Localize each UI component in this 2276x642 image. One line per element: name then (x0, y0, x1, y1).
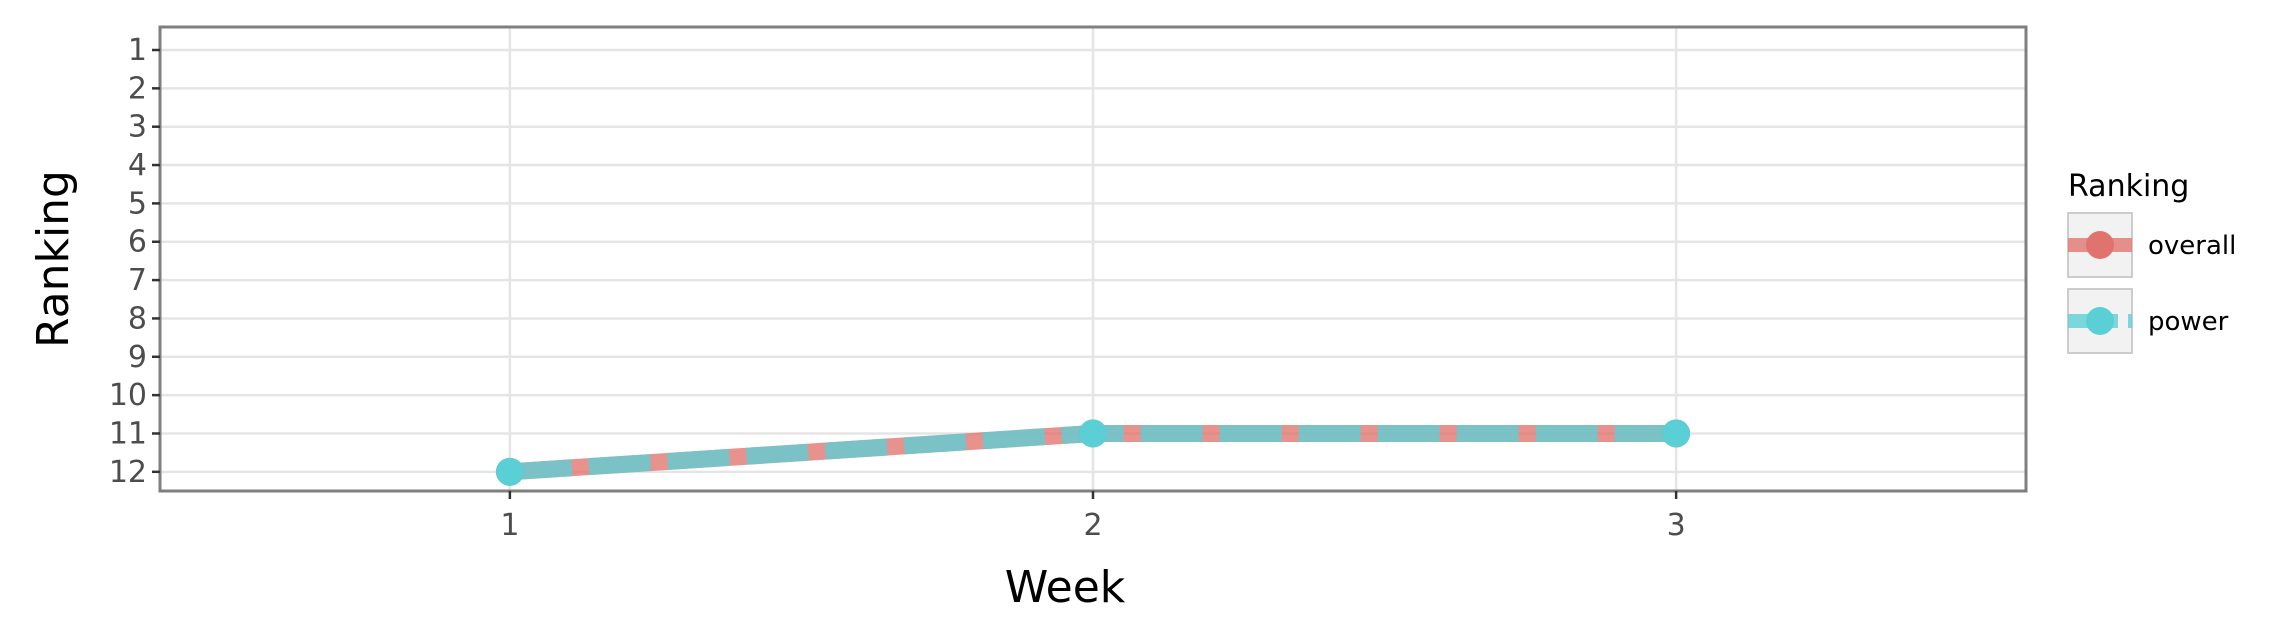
legend-label-power: power (2148, 307, 2229, 337)
y-axis-title: Ranking (28, 170, 79, 348)
x-tick-label: 1 (500, 508, 519, 543)
y-tick-label: 12 (109, 455, 147, 490)
x-gridlines (508, 27, 1678, 491)
x-tick-label: 3 (1667, 508, 1686, 543)
legend-point-power (2086, 307, 2114, 335)
data-point-power (495, 457, 524, 486)
y-tick-label: 8 (128, 301, 147, 336)
y-tick-label: 6 (128, 225, 147, 260)
data-point-power (1662, 419, 1691, 448)
data-point-power (1079, 419, 1107, 448)
y-tick-label: 4 (128, 148, 147, 183)
x-axis: 1 2 3 (500, 491, 1686, 543)
y-tick-label: 1 (128, 33, 147, 68)
legend-point-overall (2086, 231, 2114, 259)
legend-title: Ranking (2068, 169, 2189, 204)
y-tick-label: 11 (109, 416, 147, 451)
y-tick-label: 10 (109, 378, 147, 413)
y-tick-label: 2 (128, 71, 147, 106)
y-tick-label: 9 (128, 340, 147, 375)
y-tick-label: 3 (128, 110, 147, 145)
series-layer (495, 419, 1691, 486)
y-tick-label: 7 (128, 263, 147, 298)
legend-items: overall power (2067, 212, 2236, 354)
x-axis-title: Week (1005, 562, 1126, 613)
legend: Ranking overall power (2067, 169, 2236, 354)
legend-label-overall: overall (2148, 231, 2236, 261)
x-tick-label: 2 (1083, 508, 1102, 543)
y-tick-label: 5 (128, 186, 147, 221)
